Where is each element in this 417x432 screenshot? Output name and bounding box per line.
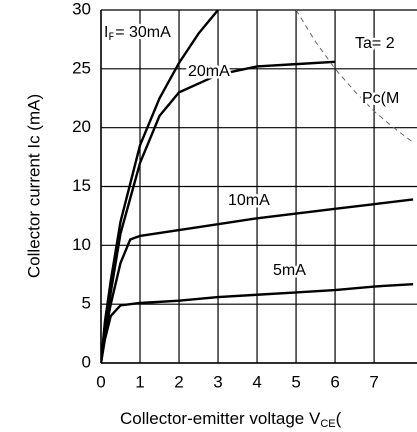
y-tick-label: 5 (82, 294, 91, 313)
annotation: Pc(M (362, 90, 399, 107)
x-tick-label: 1 (135, 372, 144, 391)
y-tick-label: 30 (72, 0, 91, 18)
x-tick-label: 7 (369, 372, 378, 391)
x-tick-label: 0 (96, 372, 105, 391)
x-axis-label-text: Collector-emitter voltage V (120, 409, 321, 428)
x-tick-label: 4 (252, 372, 261, 391)
series-label-prefix: I (104, 24, 108, 41)
series-label-name: = 30mA (115, 24, 171, 41)
x-tick-label: 6 (330, 372, 339, 391)
series-label-name: 10mA (228, 192, 270, 209)
x-axis-label-sub: CE (320, 418, 335, 430)
x-tick-label: 2 (174, 372, 183, 391)
y-tick-label: 0 (82, 352, 91, 371)
y-tick-label: 10 (72, 235, 91, 254)
series-label-name: 5mA (273, 262, 306, 279)
series-label: 10mA (228, 192, 270, 209)
series-line (101, 282, 414, 363)
y-axis-label: Collector current Ic (mA) (24, 94, 43, 278)
y-tick-label: 20 (72, 117, 91, 136)
series-label: IF= 30mA (104, 24, 171, 43)
x-tick-label: 3 (213, 372, 222, 391)
x-tick-label: 5 (291, 372, 300, 391)
series-label-name: 20mA (188, 63, 230, 80)
series-line (101, 198, 414, 363)
series-line (295, 10, 414, 143)
y-tick-label: 25 (72, 58, 91, 77)
series-label: 20mA (188, 63, 230, 80)
y-tick-label: 15 (72, 176, 91, 195)
annotation: Ta= 2 (355, 35, 395, 52)
x-axis-label: Collector-emitter voltage VCE( (120, 409, 342, 429)
x-axis-label-rest: ( (336, 409, 342, 428)
series-line (101, 60, 336, 363)
series-line (101, 10, 219, 363)
series-label: 5mA (273, 262, 306, 279)
series-label-sub: F (108, 31, 115, 43)
